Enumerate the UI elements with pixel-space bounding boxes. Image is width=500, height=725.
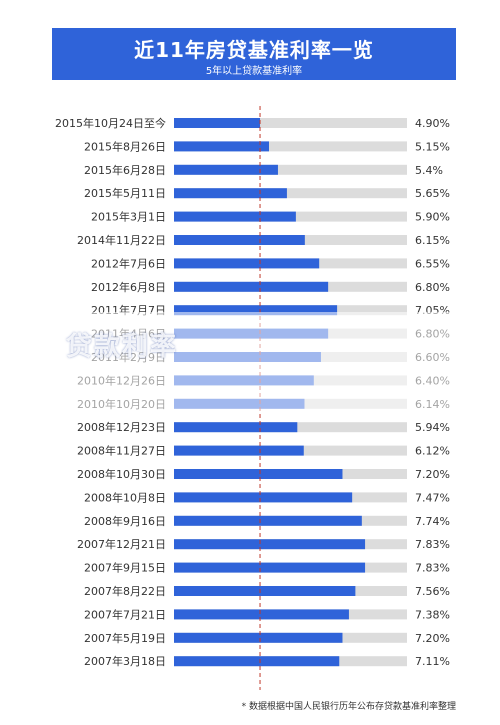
category-label: 2007年3月18日 [84, 654, 166, 668]
value-label: 6.12% [415, 445, 450, 458]
bar [174, 258, 320, 269]
category-label: 2007年7月21日 [84, 607, 166, 621]
value-label: 7.38% [415, 608, 450, 621]
value-label: 6.14% [415, 398, 450, 411]
value-label: 5.94% [415, 421, 450, 434]
category-label: 2015年5月11日 [84, 186, 166, 200]
category-label: 2012年6月8日 [91, 280, 166, 294]
bar [174, 375, 314, 386]
bar [174, 492, 353, 503]
category-label: 2007年12月21日 [77, 537, 166, 551]
value-label: 5.65% [415, 187, 450, 200]
bar [174, 235, 305, 245]
bar [174, 118, 261, 128]
category-label: 2011年2月9日 [91, 350, 166, 364]
bar [174, 141, 269, 152]
bar-track [174, 141, 407, 152]
value-label: 5.15% [415, 140, 450, 153]
bar-track [174, 164, 407, 175]
category-label: 2007年5月19日 [84, 631, 166, 645]
bar [174, 305, 338, 316]
bar [174, 211, 296, 222]
footnote: * 数据根据中国人民银行历年公布存贷款基准利率整理 [241, 702, 456, 712]
value-label: 7.11% [415, 655, 450, 668]
category-label: 2010年10月20日 [77, 397, 166, 411]
value-label: 5.4% [415, 164, 443, 177]
bar [174, 188, 287, 199]
value-label: 7.74% [415, 515, 450, 528]
category-label: 2015年6月28日 [84, 163, 166, 177]
bar [174, 398, 305, 409]
bar [174, 422, 298, 433]
value-label: 7.20% [415, 632, 450, 645]
chart-title-banner: 近11年房贷基准利率一览 5年以上贷款基准利率 [52, 28, 456, 80]
value-label: 7.83% [415, 538, 450, 551]
category-label: 2010年12月26日 [77, 373, 166, 387]
category-label: 2008年11月27日 [77, 444, 166, 458]
value-label: 7.47% [415, 491, 450, 504]
bar [174, 352, 321, 362]
value-label: 7.56% [415, 585, 450, 598]
value-label: 6.80% [415, 328, 450, 341]
category-label: 2012年7月6日 [91, 256, 166, 270]
category-label: 2011年7月7日 [91, 303, 166, 317]
bar [174, 515, 362, 526]
category-label: 2008年12月23日 [77, 420, 166, 434]
category-label: 2008年9月16日 [84, 514, 166, 528]
category-label: 2007年8月22日 [84, 584, 166, 598]
value-label: 6.15% [415, 234, 450, 247]
value-label: 6.80% [415, 281, 450, 294]
category-label: 2015年3月1日 [91, 210, 166, 224]
bar [174, 562, 366, 573]
value-label: 7.83% [415, 562, 450, 575]
bar [174, 632, 343, 643]
bar [174, 586, 356, 596]
category-label: 2007年9月15日 [84, 561, 166, 575]
category-label: 2015年8月26日 [84, 139, 166, 153]
bar [174, 164, 278, 175]
value-label: 7.05% [415, 304, 450, 317]
chart-subtitle: 5年以上贷款基准利率 [205, 66, 303, 77]
bar [174, 445, 304, 456]
value-label: 5.90% [415, 211, 450, 224]
chart-title: 近11年房贷基准利率一览 [134, 38, 374, 62]
category-label: 2008年10月30日 [77, 467, 166, 481]
category-label: 2014年11月22日 [77, 233, 166, 247]
bar [174, 281, 329, 292]
bar [174, 609, 349, 620]
bar [174, 469, 343, 479]
bar [174, 328, 329, 339]
bar-track [174, 188, 407, 199]
value-label: 6.60% [415, 351, 450, 364]
bar-track [174, 118, 407, 128]
category-label: 2015年10月24日至今 [55, 116, 166, 130]
value-label: 7.20% [415, 468, 450, 481]
value-label: 4.90% [415, 117, 450, 130]
value-label: 6.40% [415, 374, 450, 387]
bar [174, 539, 366, 550]
value-label: 6.55% [415, 257, 450, 270]
category-label: 2008年10月8日 [84, 490, 166, 504]
category-label: 2011年4月6日 [91, 327, 166, 341]
bar [174, 656, 340, 667]
